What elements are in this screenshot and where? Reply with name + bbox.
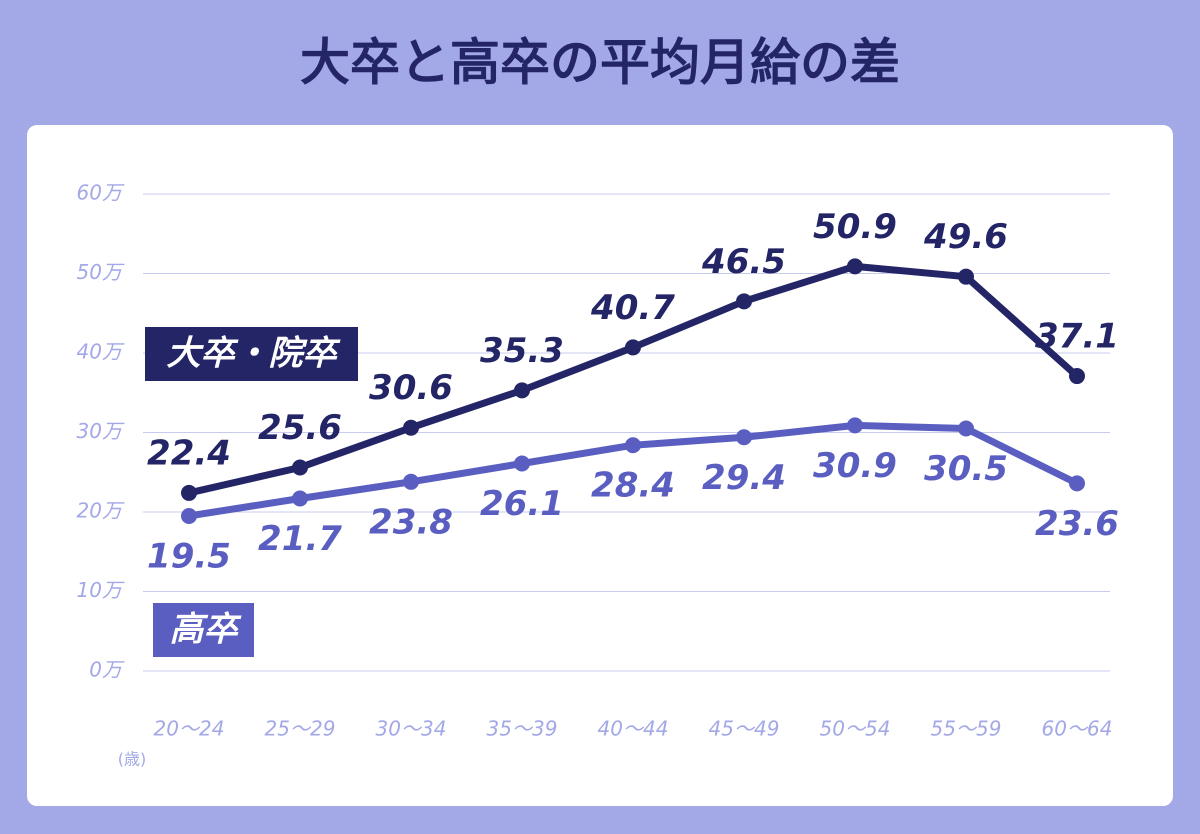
point xyxy=(181,484,197,501)
point xyxy=(736,429,752,446)
y-tick-label: 10万 xyxy=(77,578,125,602)
legend-box xyxy=(153,603,254,657)
point xyxy=(847,258,863,275)
x-tick-label: 30〜34 xyxy=(376,717,447,741)
y-tick-label: 20万 xyxy=(77,499,125,523)
y-tick-label: 0万 xyxy=(89,658,125,682)
value-label: 37.1 xyxy=(1035,317,1119,357)
x-tick-label: 20〜24 xyxy=(154,717,225,741)
value-label: 25.6 xyxy=(258,408,342,448)
point xyxy=(958,420,974,437)
value-label: 49.6 xyxy=(923,217,1008,257)
point xyxy=(514,455,530,472)
value-label: 46.5 xyxy=(701,242,786,282)
point xyxy=(1069,368,1085,385)
y-tick-label: 30万 xyxy=(77,419,125,443)
value-label: 40.7 xyxy=(590,288,675,328)
value-label: 23.6 xyxy=(1035,504,1119,544)
value-label: 30.9 xyxy=(813,446,897,486)
value-label: 50.9 xyxy=(813,207,897,247)
point xyxy=(514,382,530,399)
x-tick-label: 50〜54 xyxy=(820,717,891,741)
y-tick-label: 50万 xyxy=(77,260,125,284)
point xyxy=(403,419,419,436)
x-tick-label: 55〜59 xyxy=(931,717,1002,741)
point xyxy=(1069,475,1085,492)
x-tick-label: 25〜29 xyxy=(265,717,336,741)
value-label: 35.3 xyxy=(480,331,564,371)
point xyxy=(292,490,308,507)
value-label: 30.5 xyxy=(924,449,1008,489)
point xyxy=(625,437,641,454)
value-label: 26.1 xyxy=(480,484,564,524)
value-label: 23.8 xyxy=(369,502,453,542)
point xyxy=(736,293,752,310)
chart-title: 大卒と高卒の平均月給の差 xyxy=(300,34,900,92)
legend-box xyxy=(145,327,358,381)
point xyxy=(958,268,974,285)
legend-label: 大卒・院卒 xyxy=(167,334,342,374)
value-label: 30.6 xyxy=(369,368,453,408)
x-tick-label: 45〜49 xyxy=(709,717,780,741)
value-label: 22.4 xyxy=(147,433,231,473)
value-label: 21.7 xyxy=(258,519,342,559)
value-label: 28.4 xyxy=(591,466,675,506)
legend-label: 高卒 xyxy=(170,610,243,650)
x-tick-label: 60〜64 xyxy=(1042,717,1113,741)
value-label: 19.5 xyxy=(147,536,231,576)
y-tick-label: 40万 xyxy=(77,340,125,364)
point xyxy=(181,507,197,524)
x-tick-label: 35〜39 xyxy=(487,717,558,741)
x-tick-label: 40〜44 xyxy=(598,717,669,741)
panel xyxy=(27,125,1173,806)
y-tick-label: 60万 xyxy=(77,181,125,205)
point xyxy=(403,473,419,490)
point xyxy=(847,417,863,434)
value-label: 29.4 xyxy=(702,458,786,498)
point xyxy=(292,459,308,476)
x-axis-label: (歳) xyxy=(118,750,147,769)
point xyxy=(625,339,641,356)
